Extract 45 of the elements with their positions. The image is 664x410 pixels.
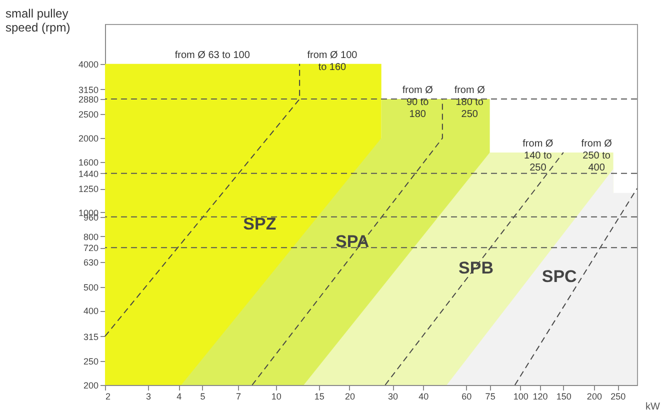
x-tick-label: 7 (236, 392, 242, 402)
annotation: from Ø 180 to 250 (454, 85, 486, 120)
series-label: SPZ (243, 214, 276, 234)
y-tick-label: 3150 (78, 84, 98, 95)
x-tick-label: 200 (586, 392, 602, 402)
x-tick-label: 60 (462, 392, 472, 402)
y-tick-label: 630 (83, 257, 98, 268)
y-tick-label: 400 (83, 306, 98, 316)
x-tick-label: 4 (176, 392, 182, 402)
y-tick-label: 315 (83, 332, 98, 342)
annotation: from Ø 100 to 160 (307, 50, 358, 73)
y-tick-label: 4000 (78, 59, 98, 70)
x-tick-label: 30 (388, 392, 398, 402)
y-tick-label: 200 (83, 380, 98, 390)
x-tick-label: 120 (532, 392, 548, 402)
y-axis-title: small pulley speed (rpm) (6, 6, 70, 34)
y-tick-label: 500 (83, 282, 98, 292)
x-tick-label: 5 (200, 392, 206, 402)
annotation: from Ø 90 to 180 (402, 85, 434, 120)
x-tick-label: 3 (146, 392, 152, 402)
y-tick-label: 1250 (78, 184, 98, 194)
x-tick-label: 250 (610, 392, 626, 402)
x-tick-label: 40 (418, 392, 429, 402)
annotation: from Ø 250 to 400 (581, 138, 612, 174)
x-tick-label: 2 (106, 392, 111, 402)
y-tick-label: 250 (83, 356, 98, 367)
x-tick-label: 10 (271, 392, 282, 402)
series-label: SPB (458, 258, 494, 278)
series-label: SPC (542, 266, 577, 286)
x-tick-label: 75 (485, 392, 496, 402)
y-tick-label: 720 (83, 243, 98, 254)
x-tick-label: 100 (513, 392, 528, 402)
x-tick-label: 15 (314, 392, 324, 402)
y-tick-label: 1440 (78, 168, 98, 179)
x-axis-title: kW (646, 402, 660, 410)
x-tick-label: 150 (556, 392, 572, 402)
x-tick-label: 20 (344, 392, 355, 402)
y-tick-label: 1600 (78, 158, 98, 168)
annotation: from Ø 140 to 250 (522, 138, 554, 174)
y-tick-label: 2500 (78, 110, 98, 120)
series-label: SPA (336, 232, 370, 252)
y-tick-label: 2880 (78, 94, 98, 105)
y-tick-label: 2000 (78, 134, 98, 144)
annotation: from Ø 63 to 100 (174, 50, 250, 61)
y-tick-label: 800 (83, 232, 98, 242)
